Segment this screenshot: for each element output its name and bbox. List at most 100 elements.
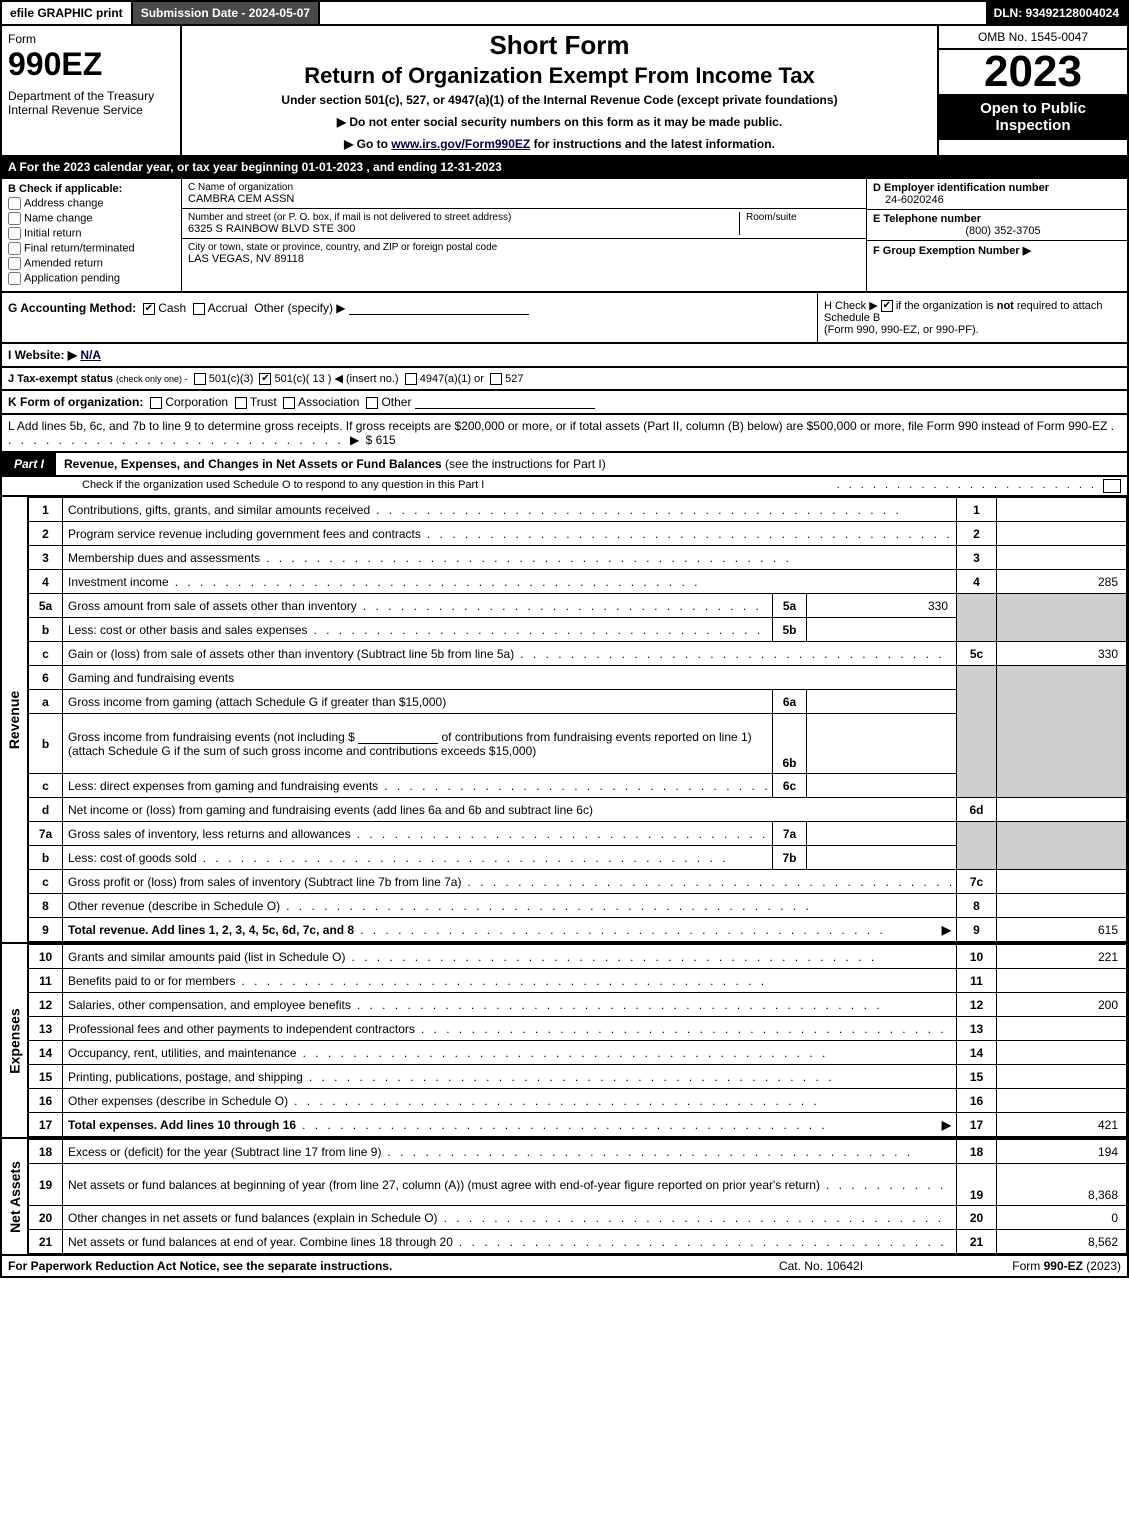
c-city-label: City or town, state or province, country… [188, 242, 860, 253]
open-public: Open to Public Inspection [939, 94, 1127, 140]
line-5a: 5aGross amount from sale of assets other… [29, 594, 1127, 618]
submission-date: Submission Date - 2024-05-07 [133, 2, 320, 24]
header-center: Short Form Return of Organization Exempt… [182, 26, 937, 155]
line-6d: dNet income or (loss) from gaming and fu… [29, 798, 1127, 822]
netassets-section: Net Assets 18Excess or (deficit) for the… [0, 1137, 1129, 1256]
part1-checkbox[interactable] [1103, 479, 1121, 493]
line-5c: cGain or (loss) from sale of assets othe… [29, 642, 1127, 666]
org-address: 6325 S RAINBOW BLVD STE 300 [188, 223, 733, 235]
expenses-section: Expenses 10Grants and similar amounts pa… [0, 942, 1129, 1137]
i-label: I Website: ▶ [8, 348, 77, 362]
other-label: Other (specify) ▶ [254, 301, 345, 315]
title-return: Return of Organization Exempt From Incom… [192, 63, 927, 89]
row-k-form-org: K Form of organization: Corporation Trus… [0, 391, 1129, 415]
line-6: 6Gaming and fundraising events [29, 666, 1127, 690]
chk-final-return[interactable]: Final return/terminated [8, 242, 175, 255]
h-text1: H Check ▶ [824, 300, 881, 312]
chk-schedule-b[interactable] [881, 300, 893, 312]
chk-initial-return[interactable]: Initial return [8, 227, 175, 240]
col-b: B Check if applicable: Address change Na… [2, 179, 182, 291]
chk-other-org[interactable] [366, 397, 378, 409]
k-assoc: Association [298, 395, 359, 409]
chk-name-change[interactable]: Name change [8, 212, 175, 225]
header-left: Form 990EZ Department of the Treasury In… [2, 26, 182, 155]
part1-paren: (see the instructions for Part I) [445, 457, 606, 471]
dept-treasury: Department of the Treasury Internal Reve… [8, 89, 174, 117]
chk-501c[interactable] [259, 373, 271, 385]
k-other-line[interactable] [415, 395, 595, 409]
c-name-label: C Name of organization [188, 182, 860, 193]
footer-formref: Form 990-EZ (2023) [921, 1259, 1121, 1273]
row-gh: G Accounting Method: Cash Accrual Other … [0, 293, 1129, 344]
line-12: 12Salaries, other compensation, and empl… [29, 993, 1127, 1017]
chk-label: Amended return [24, 257, 103, 269]
chk-assoc[interactable] [283, 397, 295, 409]
chk-application-pending[interactable]: Application pending [8, 272, 175, 285]
chk-label: Application pending [24, 272, 120, 284]
line-3: 3Membership dues and assessments. . . . … [29, 546, 1127, 570]
chk-amended-return[interactable]: Amended return [8, 257, 175, 270]
l-amount: $ 615 [366, 433, 396, 447]
line-2: 2Program service revenue including gover… [29, 522, 1127, 546]
chk-accrual[interactable] [193, 303, 205, 315]
j-small: (check only one) - [116, 374, 188, 384]
irs-link[interactable]: www.irs.gov/Form990EZ [391, 137, 530, 151]
chk-501c3[interactable] [194, 373, 206, 385]
c-city-row: City or town, state or province, country… [182, 239, 866, 268]
revenue-table: 1Contributions, gifts, grants, and simil… [28, 497, 1127, 942]
phone-value: (800) 352-3705 [885, 225, 1121, 237]
d-header: D Employer identification number [873, 182, 1121, 194]
efile-print[interactable]: efile GRAPHIC print [2, 2, 133, 24]
chk-address-change[interactable]: Address change [8, 197, 175, 210]
h-not: not [997, 300, 1014, 312]
col-c: C Name of organization CAMBRA CEM ASSN N… [182, 179, 867, 291]
line-16: 16Other expenses (describe in Schedule O… [29, 1089, 1127, 1113]
k-other: Other [381, 395, 411, 409]
e-header: E Telephone number [873, 213, 1121, 225]
part1-sub: Check if the organization used Schedule … [0, 477, 1129, 497]
revenue-section: Revenue 1Contributions, gifts, grants, a… [0, 497, 1129, 942]
subtitle-ssn: ▶ Do not enter social security numbers o… [192, 115, 927, 129]
website-link[interactable]: N/A [80, 348, 101, 362]
org-name: CAMBRA CEM ASSN [188, 193, 860, 205]
c-addr-label: Number and street (or P. O. box, if mail… [188, 212, 733, 223]
header-right: OMB No. 1545-0047 2023 Open to Public In… [937, 26, 1127, 155]
chk-corp[interactable] [150, 397, 162, 409]
line-1: 1Contributions, gifts, grants, and simil… [29, 498, 1127, 522]
row-j-tax-status: J Tax-exempt status (check only one) - 5… [0, 368, 1129, 391]
part1-sub-text: Check if the organization used Schedule … [82, 479, 484, 493]
part1-title-text: Revenue, Expenses, and Changes in Net As… [64, 457, 442, 471]
goto-post: for instructions and the latest informat… [530, 137, 775, 151]
revenue-vlabel: Revenue [2, 497, 28, 942]
chk-trust[interactable] [235, 397, 247, 409]
cash-label: Cash [158, 301, 186, 315]
g-label: G Accounting Method: [8, 301, 136, 315]
line-13: 13Professional fees and other payments t… [29, 1017, 1127, 1041]
chk-4947[interactable] [405, 373, 417, 385]
line-8: 8Other revenue (describe in Schedule O).… [29, 894, 1127, 918]
j-label: J Tax-exempt status [8, 373, 113, 385]
chk-527[interactable] [490, 373, 502, 385]
dln: DLN: 93492128004024 [986, 2, 1127, 24]
ein-value: 24-6020246 [885, 194, 1121, 206]
org-city: LAS VEGAS, NV 89118 [188, 253, 860, 265]
line-19: 19Net assets or fund balances at beginni… [29, 1164, 1127, 1206]
part1-sub-dots: . . . . . . . . . . . . . . . . . . . . … [484, 479, 1097, 493]
line-20: 20Other changes in net assets or fund ba… [29, 1206, 1127, 1230]
expenses-table: 10Grants and similar amounts paid (list … [28, 944, 1127, 1137]
c-address-row: Number and street (or P. O. box, if mail… [182, 209, 866, 239]
other-specify-line[interactable] [349, 301, 529, 315]
part1-title: Revenue, Expenses, and Changes in Net As… [56, 453, 1127, 475]
l-text: L Add lines 5b, 6c, and 7b to line 9 to … [8, 419, 1107, 433]
k-label: K Form of organization: [8, 395, 143, 409]
k-corp: Corporation [165, 395, 228, 409]
page-footer: For Paperwork Reduction Act Notice, see … [0, 1256, 1129, 1278]
topbar-spacer [320, 2, 985, 24]
line-7a: 7aGross sales of inventory, less returns… [29, 822, 1127, 846]
row-i-website: I Website: ▶ N/A [0, 344, 1129, 368]
k-trust: Trust [250, 395, 277, 409]
chk-cash[interactable] [143, 303, 155, 315]
line-10: 10Grants and similar amounts paid (list … [29, 945, 1127, 969]
netassets-vlabel: Net Assets [2, 1139, 28, 1254]
h-text2: if the organization is [893, 300, 997, 312]
